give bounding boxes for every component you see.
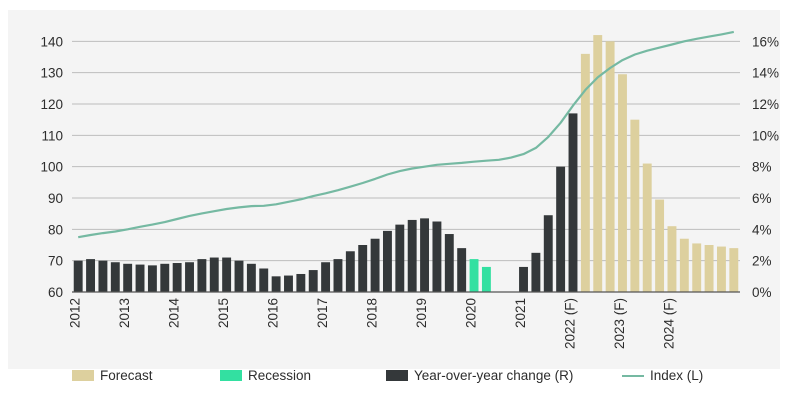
bar (358, 245, 368, 292)
x-axis-tick-label: 2012 (68, 298, 83, 328)
legend-yoy-swatch (386, 370, 408, 381)
bar (160, 263, 170, 292)
right-axis-tick-label: 4% (752, 222, 772, 237)
right-axis-tick-label: 8% (752, 160, 772, 175)
left-axis-tick-label: 140 (40, 34, 63, 49)
x-axis-tick-label: 2017 (315, 298, 330, 328)
x-axis-tick-label: 2018 (365, 298, 380, 328)
left-axis-tick-label: 80 (48, 222, 63, 237)
bar (618, 74, 627, 292)
bar (407, 219, 417, 292)
legend-forecast-label: Forecast (100, 368, 153, 383)
right-axis-tick-label: 12% (752, 97, 779, 112)
legend-recession: Recession (220, 368, 311, 383)
bar (580, 53, 590, 292)
bar (457, 248, 467, 292)
bar (246, 263, 256, 292)
x-axis-tick-label: 2020 (464, 298, 479, 328)
bar (345, 251, 355, 292)
bar (679, 238, 689, 292)
left-axis-tick-label: 110 (41, 128, 63, 143)
bar (655, 199, 665, 292)
x-axis-tick-label: 2022 (F) (563, 298, 578, 349)
bar (98, 260, 108, 292)
bar (284, 275, 293, 292)
bar (519, 266, 528, 292)
bar (172, 263, 182, 292)
bar (135, 264, 145, 292)
left-axis-tick-label: 100 (40, 160, 63, 175)
bar (197, 259, 207, 292)
left-axis-tick-label: 60 (48, 285, 63, 300)
bar (86, 259, 96, 292)
x-axis-tick-label: 2016 (266, 298, 281, 328)
bar (185, 262, 194, 292)
bar (123, 263, 133, 292)
legend-index-swatch (622, 374, 644, 377)
bar (321, 262, 331, 292)
legend-recession-swatch (220, 370, 242, 381)
bar (234, 260, 244, 292)
left-axis-tick-label: 130 (40, 66, 63, 81)
bar (444, 234, 454, 292)
bar (110, 262, 120, 292)
legend: Forecast Recession Year-over-year change… (0, 366, 801, 390)
x-axis-tick-label: 2013 (117, 298, 132, 328)
right-axis-tick-label: 16% (752, 34, 779, 49)
bar (692, 243, 702, 292)
right-axis-tick-label: 2% (752, 254, 772, 269)
bar (481, 266, 491, 292)
x-axis-tick-label: 2014 (167, 298, 182, 329)
bar (630, 119, 640, 293)
legend-index-label: Index (L) (650, 368, 704, 383)
bar (432, 221, 442, 292)
left-axis-tick-label: 90 (48, 191, 63, 206)
bar (382, 230, 392, 292)
bar (370, 238, 380, 292)
x-axis-tick-label: 2015 (216, 298, 231, 328)
bar (729, 248, 739, 292)
bar (531, 252, 541, 292)
bar (543, 215, 553, 292)
bar (716, 246, 726, 292)
bar (556, 166, 566, 292)
bar (704, 245, 714, 292)
index-line (78, 30, 735, 239)
bar (308, 270, 318, 292)
right-axis-tick-label: 14% (752, 66, 779, 81)
bar (333, 259, 343, 292)
bar (209, 257, 219, 292)
bar (593, 35, 603, 293)
bar (642, 163, 652, 292)
bar (259, 268, 269, 292)
bar (469, 259, 479, 292)
left-axis-tick-label: 70 (48, 254, 63, 269)
right-axis-tick-label: 10% (752, 128, 779, 143)
bar (605, 41, 615, 293)
left-axis-tick-label: 120 (40, 97, 63, 112)
bar (667, 226, 677, 292)
legend-recession-label: Recession (248, 368, 312, 383)
legend-yoy-label: Year-over-year change (R) (414, 368, 574, 383)
bar (568, 113, 578, 293)
right-axis-tick-label: 6% (752, 191, 772, 206)
x-axis-tick-label: 2023 (F) (612, 298, 627, 349)
bar (147, 265, 157, 292)
bar (271, 276, 281, 292)
bar (420, 218, 430, 292)
bar (222, 257, 232, 292)
legend-forecast-swatch (72, 370, 94, 381)
right-axis-tick-label: 0% (752, 285, 772, 300)
legend-index: Index (L) (622, 368, 703, 383)
x-axis-tick-label: 2021 (513, 298, 528, 328)
bar (73, 260, 83, 292)
x-axis-tick-label: 2019 (414, 298, 429, 328)
legend-yoy: Year-over-year change (R) (386, 368, 573, 383)
bar (395, 224, 405, 292)
legend-forecast: Forecast (72, 368, 153, 383)
bar (296, 273, 306, 292)
x-axis-tick-label: 2024 (F) (661, 298, 676, 349)
